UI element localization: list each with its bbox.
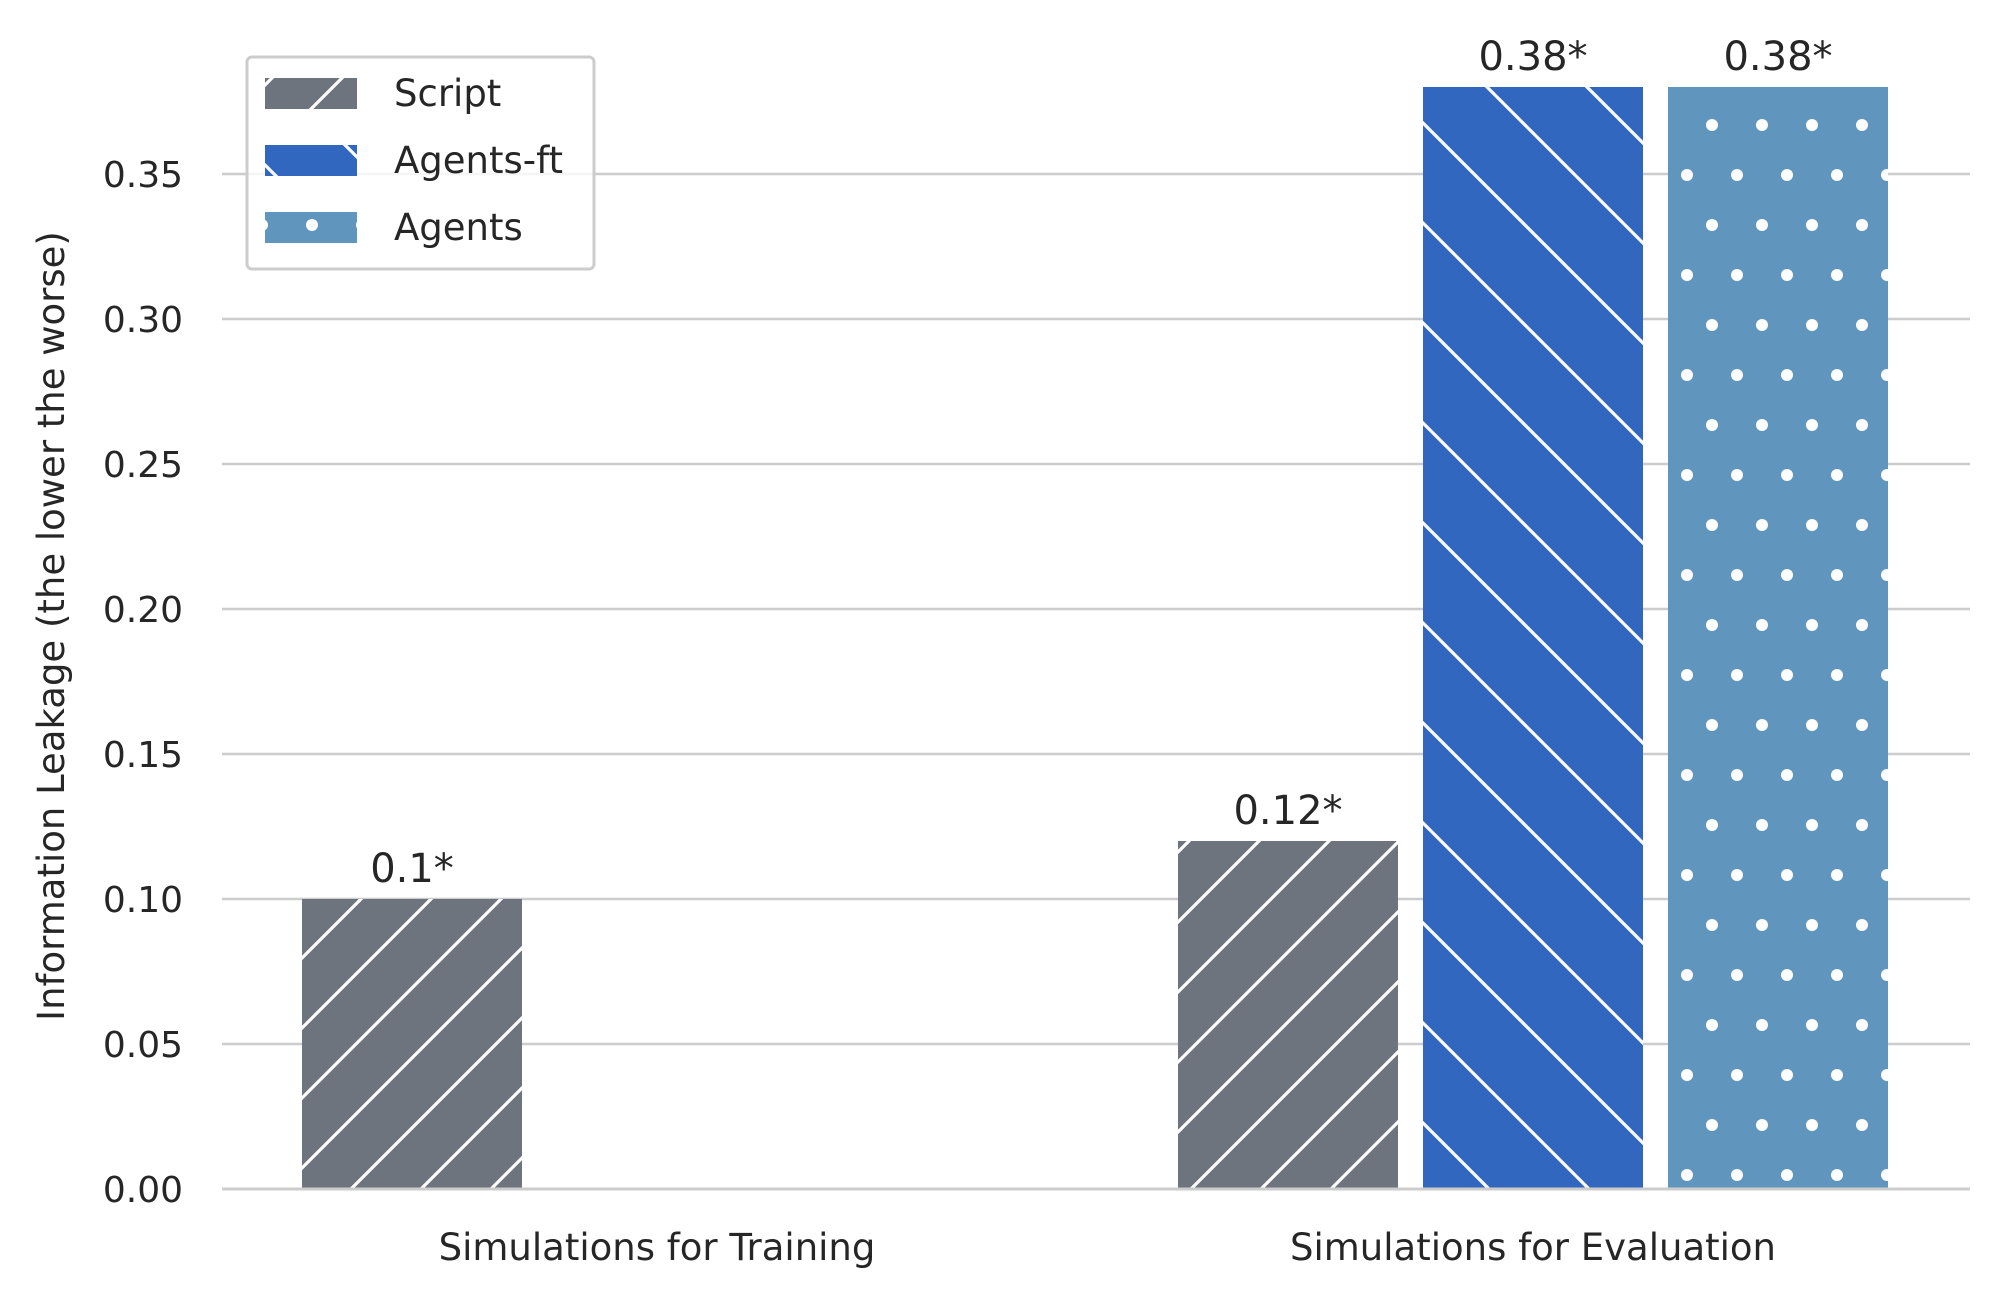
bar-script bbox=[302, 899, 522, 1189]
legend-swatch-script bbox=[265, 78, 357, 109]
legend-label: Agents bbox=[394, 206, 523, 249]
y-tick-label: 0.10 bbox=[103, 880, 183, 921]
bar-value-label: 0.12* bbox=[1233, 788, 1342, 834]
y-tick-label: 0.20 bbox=[103, 590, 183, 631]
y-tick-label: 0.15 bbox=[103, 735, 183, 776]
x-category-label: Simulations for Training bbox=[439, 1226, 876, 1269]
y-tick-label: 0.05 bbox=[103, 1025, 183, 1066]
y-tick-label: 0.25 bbox=[103, 445, 183, 486]
legend: Script Agents-ft Agents bbox=[245, 55, 596, 271]
y-axis-title: Information Leakage (the lower the worse… bbox=[30, 231, 73, 1021]
bars bbox=[302, 87, 1888, 1189]
bar-value-label: 0.38* bbox=[1723, 34, 1832, 80]
x-category-label: Simulations for Evaluation bbox=[1290, 1226, 1776, 1269]
legend-swatch-agents bbox=[265, 212, 357, 243]
y-tick-label: 0.00 bbox=[103, 1170, 183, 1211]
y-tick-label: 0.35 bbox=[103, 155, 183, 196]
bar-agents bbox=[1668, 87, 1888, 1189]
bar-agents-ft bbox=[1423, 87, 1643, 1189]
bar-script bbox=[1178, 841, 1398, 1189]
y-tick-label: 0.30 bbox=[103, 300, 183, 341]
bar-value-labels: 0.1* 0.12* 0.38* 0.38* bbox=[370, 34, 1832, 892]
legend-label: Agents-ft bbox=[394, 139, 563, 182]
x-axis-categories: Simulations for Training Simulations for … bbox=[439, 1226, 1776, 1269]
bar-value-label: 0.1* bbox=[370, 846, 454, 892]
bar-value-label: 0.38* bbox=[1478, 34, 1587, 80]
y-axis-ticks: 0.00 0.05 0.10 0.15 0.20 0.25 0.30 0.35 bbox=[103, 155, 183, 1211]
legend-label: Script bbox=[394, 72, 501, 115]
legend-swatch-agents-ft bbox=[265, 145, 357, 176]
